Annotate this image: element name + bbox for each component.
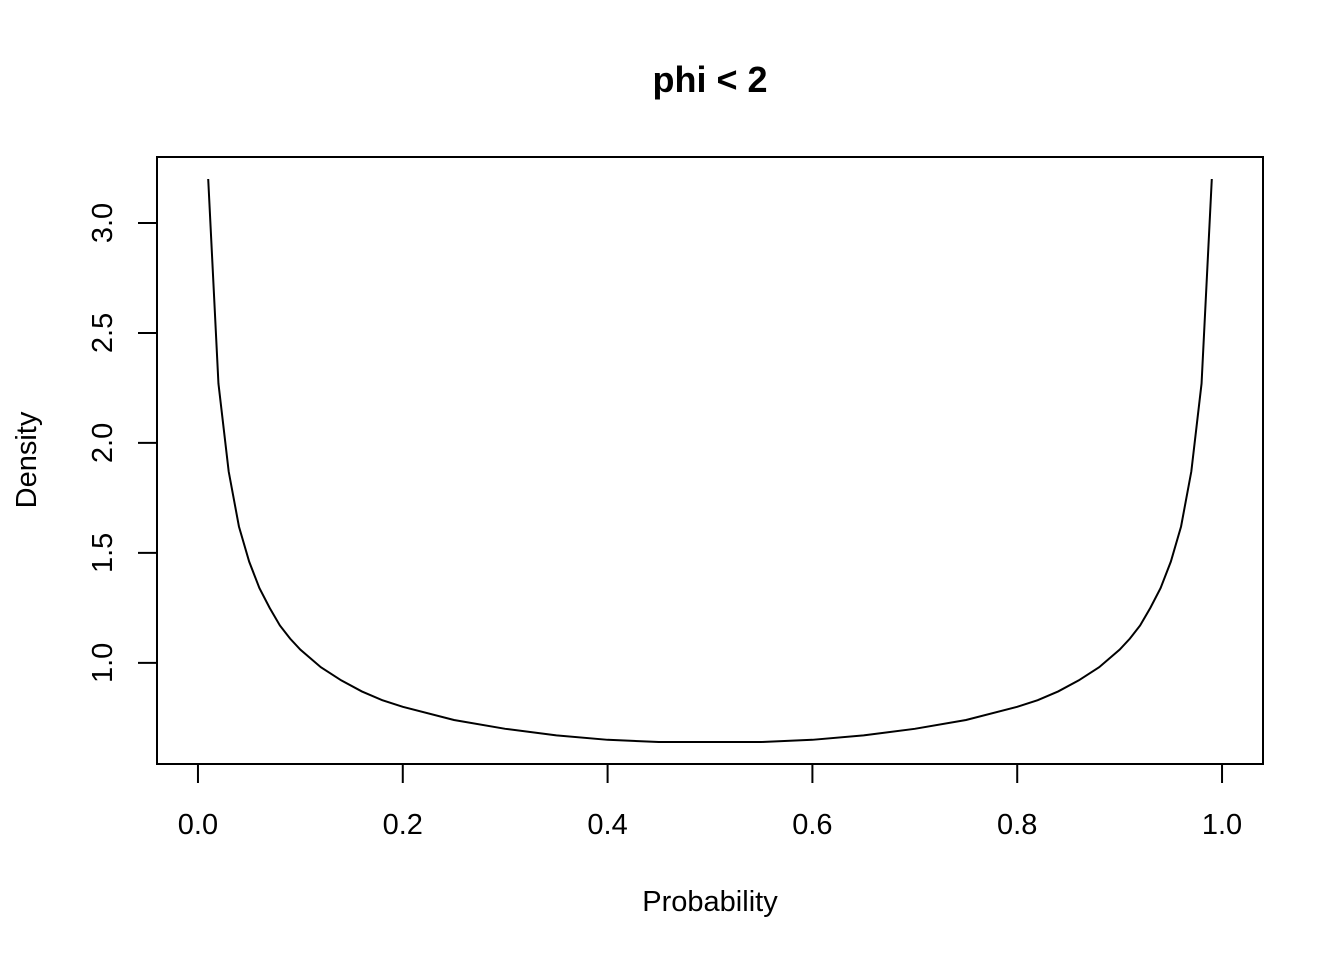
y-tick-label: 2.0 (87, 423, 119, 463)
x-axis: 0.0 0.2 0.4 0.6 0.8 1.0 (178, 763, 1242, 841)
x-tick-label: 0.6 (792, 809, 832, 841)
x-axis-label: Probability (642, 886, 778, 918)
y-tick-label: 2.5 (87, 313, 119, 353)
y-axis-label: Density (11, 411, 43, 508)
x-tick-label: 1.0 (1202, 809, 1242, 841)
x-tick-label: 0.4 (587, 809, 627, 841)
y-tick-label: 1.0 (87, 643, 119, 683)
y-axis: 1.0 1.5 2.0 2.5 3.0 (87, 203, 158, 683)
series-layer (207, 178, 1213, 744)
x-tick-label: 0.8 (997, 809, 1037, 841)
y-tick-label: 1.5 (87, 533, 119, 573)
x-tick-label: 0.0 (178, 809, 218, 841)
plot-frame (156, 156, 1264, 765)
x-tick-label: 0.2 (383, 809, 423, 841)
chart-title: phi < 2 (652, 59, 767, 100)
y-tick-label: 3.0 (87, 203, 119, 243)
density-curve (207, 178, 1213, 744)
